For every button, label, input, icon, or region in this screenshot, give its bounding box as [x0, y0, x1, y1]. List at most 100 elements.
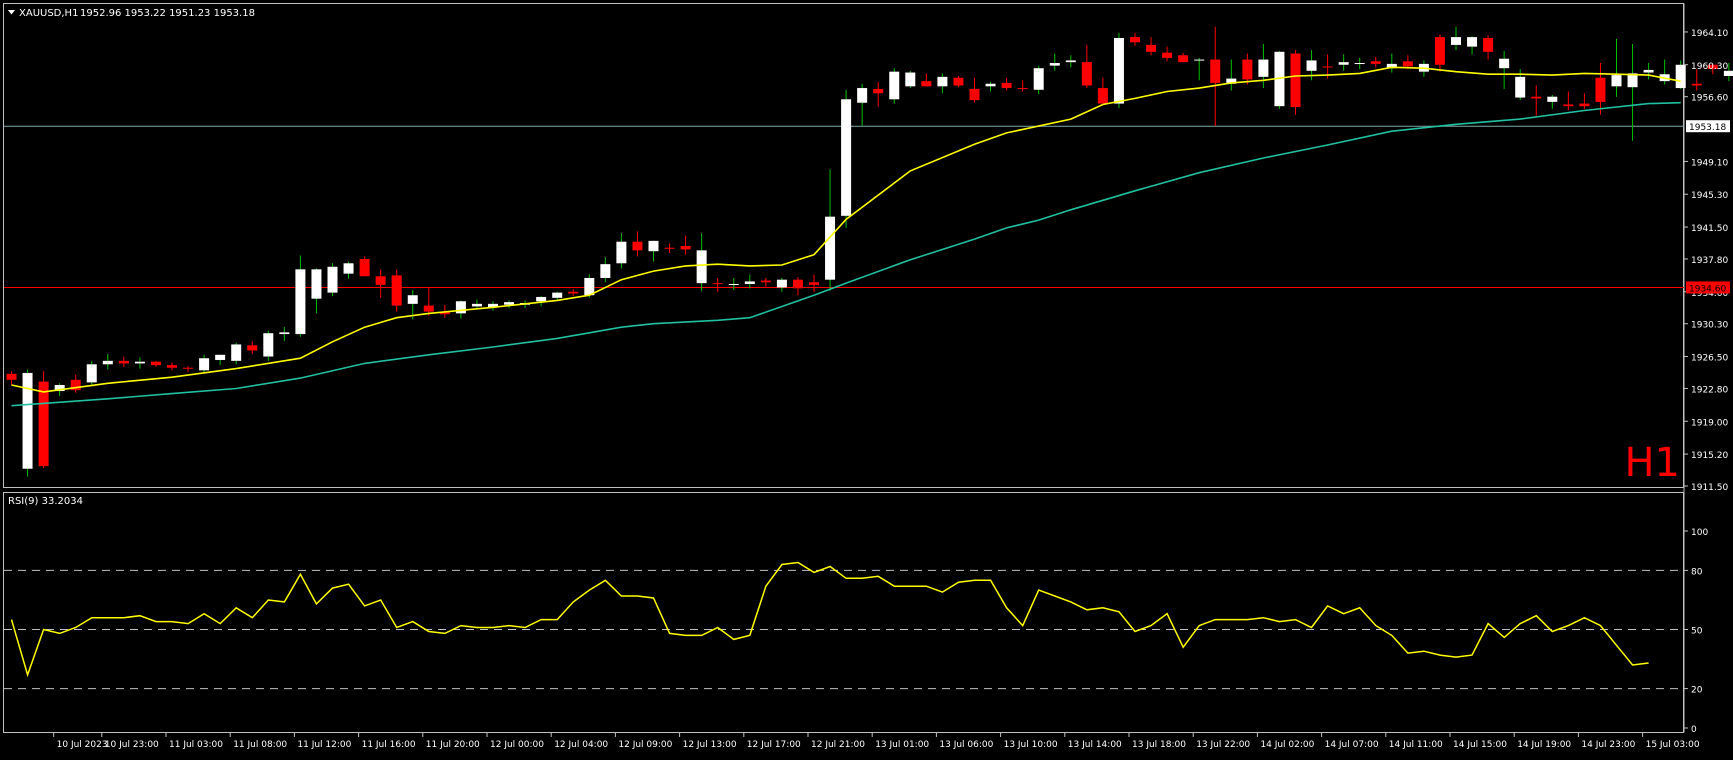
candle-body — [263, 333, 274, 357]
support-level-box — [1686, 281, 1730, 294]
price-tick-label: 1915.20 — [1691, 451, 1728, 461]
time-tick-label: 13 Jul 22:00 — [1196, 740, 1250, 750]
candle-body — [1595, 77, 1606, 102]
price-tick-label: 1922.80 — [1691, 385, 1728, 395]
candle-body — [1322, 66, 1333, 68]
price-tick-label: 1949.10 — [1691, 158, 1728, 168]
candle-body — [712, 283, 723, 285]
price-tick-label: 1937.80 — [1691, 256, 1728, 266]
time-tick-label: 14 Jul 15:00 — [1453, 740, 1507, 750]
price-tick-label: 1934.00 — [1691, 289, 1728, 299]
candle-body — [183, 367, 194, 369]
chevron-down-icon[interactable] — [8, 10, 15, 15]
candle-body — [167, 365, 177, 368]
candle-body — [1483, 37, 1494, 52]
candle-body — [279, 332, 290, 335]
candle-body — [1274, 51, 1285, 107]
symbol-timeframe: XAUUSD,H1 — [19, 8, 78, 19]
candle-body — [1017, 88, 1028, 90]
candle-body — [1001, 82, 1012, 89]
rsi-tick-label: 100 — [1691, 528, 1708, 538]
candle-body — [215, 354, 226, 360]
candle-body — [744, 281, 755, 285]
candle-body — [648, 240, 659, 252]
price-pane-frame — [3, 3, 1684, 488]
current-price-box — [1686, 120, 1730, 133]
candle-body — [1354, 63, 1365, 65]
candle-body — [54, 385, 65, 392]
candle-body — [873, 88, 884, 94]
candle-body — [1178, 55, 1189, 63]
price-tick-label: 1960.30 — [1691, 62, 1728, 72]
time-tick-label: 11 Jul 03:00 — [169, 740, 223, 750]
candle-body — [841, 99, 852, 216]
candle-body — [407, 295, 418, 304]
candle-body — [1675, 64, 1686, 89]
price-tick-label: 1911.50 — [1691, 483, 1728, 493]
candle-body — [1130, 37, 1140, 43]
candle-body — [921, 81, 932, 87]
time-tick-label: 13 Jul 14:00 — [1068, 740, 1122, 750]
time-tick-label: 14 Jul 02:00 — [1260, 740, 1314, 750]
rsi-label: RSI(9) 33.2034 — [8, 496, 83, 507]
time-tick-label: 13 Jul 01:00 — [875, 740, 929, 750]
candle-body — [1306, 60, 1317, 71]
candle-body — [1162, 52, 1173, 58]
time-tick-label: 14 Jul 11:00 — [1389, 740, 1443, 750]
candle-body — [1723, 70, 1733, 76]
candle-body — [552, 292, 563, 298]
candle-body — [231, 344, 242, 361]
candle-body — [1467, 37, 1478, 47]
candle-body — [1627, 73, 1638, 88]
rsi-tick-label: 50 — [1691, 627, 1703, 637]
candle-body — [937, 76, 948, 87]
candle-body — [1643, 69, 1654, 73]
candle-body — [728, 284, 739, 286]
time-tick-label: 12 Jul 17:00 — [747, 740, 801, 750]
candle-body — [6, 373, 17, 380]
candle-body — [953, 77, 964, 86]
time-tick-label: 13 Jul 18:00 — [1132, 740, 1186, 750]
candle-body — [616, 241, 627, 264]
candle-body — [118, 360, 129, 364]
time-tick-label: 11 Jul 16:00 — [362, 740, 416, 750]
rsi-tick-label: 80 — [1691, 567, 1703, 577]
ma-slow-line — [11, 101, 1681, 407]
candle-body — [1547, 96, 1558, 102]
candle-body — [1579, 103, 1590, 107]
candle-body — [439, 311, 450, 315]
candle-body — [488, 303, 498, 308]
time-tick-label: 14 Jul 19:00 — [1517, 740, 1571, 750]
candle-body — [568, 291, 579, 294]
candle-body — [776, 279, 787, 288]
candle-body — [199, 358, 210, 371]
price-tick-label: 1930.30 — [1691, 321, 1728, 331]
time-tick-label: 11 Jul 08:00 — [233, 740, 287, 750]
candle-body — [1049, 63, 1060, 66]
candle-body — [471, 303, 482, 307]
candle-body — [1499, 58, 1510, 69]
price-tick-label: 1956.60 — [1691, 94, 1728, 104]
timeframe-watermark: H1 — [1624, 440, 1680, 486]
candle-body — [134, 361, 145, 364]
candle-body — [1226, 78, 1237, 84]
candle-body — [1531, 96, 1542, 99]
time-tick-label: 12 Jul 13:00 — [683, 740, 737, 750]
candle-body — [536, 296, 547, 302]
time-tick-label: 10 Jul 2023 — [57, 740, 108, 750]
time-tick-label: 10 Jul 23:00 — [105, 740, 159, 750]
candle-body — [359, 258, 370, 277]
candle-body — [680, 246, 691, 250]
candle-body — [969, 88, 980, 101]
support-level-label: 1934.60 — [1689, 284, 1726, 294]
time-tick-label: 13 Jul 06:00 — [939, 740, 993, 750]
candle-body — [1065, 60, 1076, 63]
candle-body — [504, 302, 515, 305]
candle-body — [311, 269, 322, 299]
candle-body — [1691, 83, 1702, 86]
candle-body — [696, 250, 707, 284]
candle-body — [1113, 37, 1124, 104]
candle-body — [86, 364, 97, 383]
